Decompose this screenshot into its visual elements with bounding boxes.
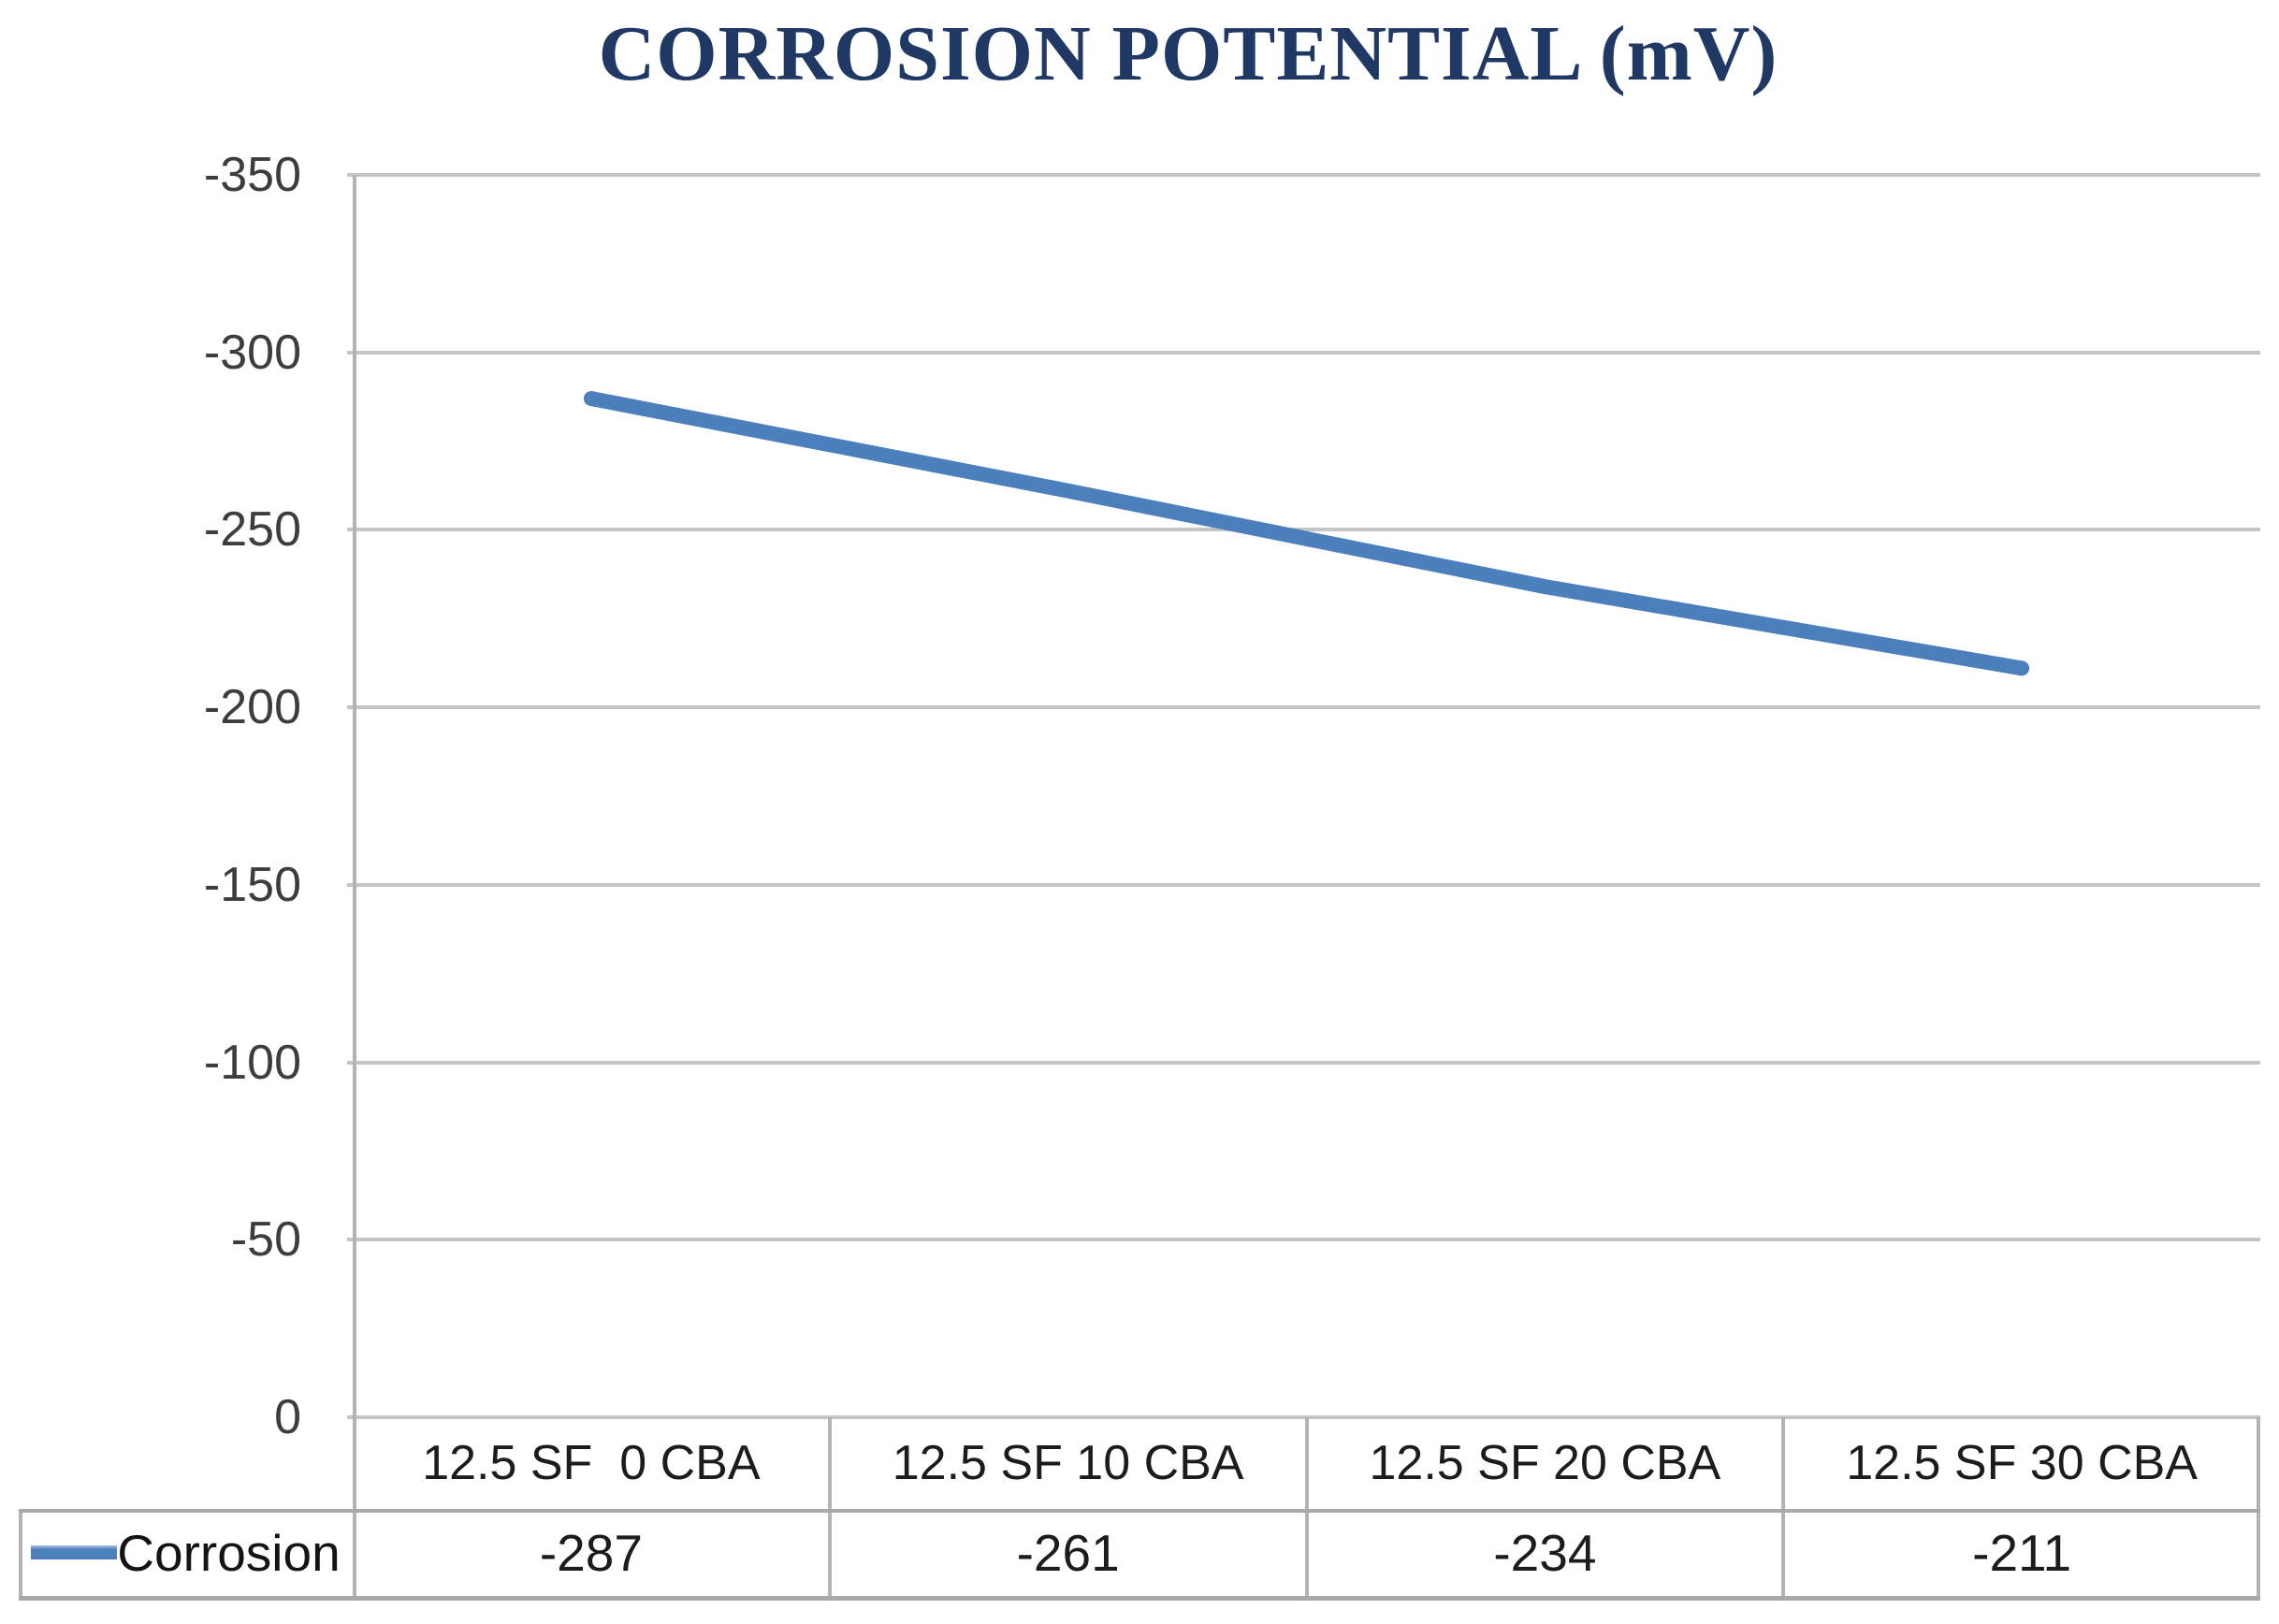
category-label: 12.5 SF 10 CBA bbox=[892, 1436, 1244, 1490]
y-tick-label: -100 bbox=[203, 1035, 301, 1090]
y-tick-label: -50 bbox=[230, 1212, 301, 1268]
series-value: -234 bbox=[1493, 1523, 1597, 1582]
gridline bbox=[347, 1238, 2260, 1242]
y-tick-label: -350 bbox=[203, 148, 301, 202]
gridline bbox=[347, 350, 2260, 355]
table-bottom-border bbox=[19, 1596, 2260, 1601]
series-value: -261 bbox=[1016, 1523, 1120, 1582]
gridline bbox=[347, 1060, 2260, 1065]
gridline bbox=[347, 1415, 2260, 1419]
gridline bbox=[347, 705, 2260, 710]
gridline bbox=[347, 173, 2260, 177]
category-label: 12.5 SF 0 CBA bbox=[422, 1436, 761, 1490]
y-tick-label: -150 bbox=[203, 857, 301, 912]
legend-cell: Corrosion bbox=[19, 1509, 353, 1596]
corrosion-line bbox=[583, 391, 2030, 676]
row-separator bbox=[19, 1509, 2260, 1513]
y-tick-label: -300 bbox=[203, 325, 301, 380]
line-series-swatch-icon bbox=[31, 1545, 118, 1559]
y-tick-label: -250 bbox=[203, 502, 301, 558]
series-value: -211 bbox=[1972, 1523, 2072, 1582]
corrosion-series-line bbox=[583, 391, 2030, 676]
category-label: 12.5 SF 20 CBA bbox=[1369, 1436, 1721, 1490]
category-label: 12.5 SF 30 CBA bbox=[1846, 1436, 2198, 1490]
table-left-border bbox=[19, 1509, 22, 1601]
y-tick-label: 0 bbox=[274, 1390, 301, 1444]
y-tick-label: -200 bbox=[203, 680, 301, 735]
legend-series-label: Corrosion bbox=[117, 1523, 341, 1582]
gridline bbox=[347, 528, 2260, 532]
y-axis-line bbox=[353, 175, 356, 1601]
series-value: -287 bbox=[539, 1523, 643, 1582]
chart-title: CORROSION POTENTIAL (mV) bbox=[598, 10, 1778, 97]
gridline bbox=[347, 882, 2260, 887]
